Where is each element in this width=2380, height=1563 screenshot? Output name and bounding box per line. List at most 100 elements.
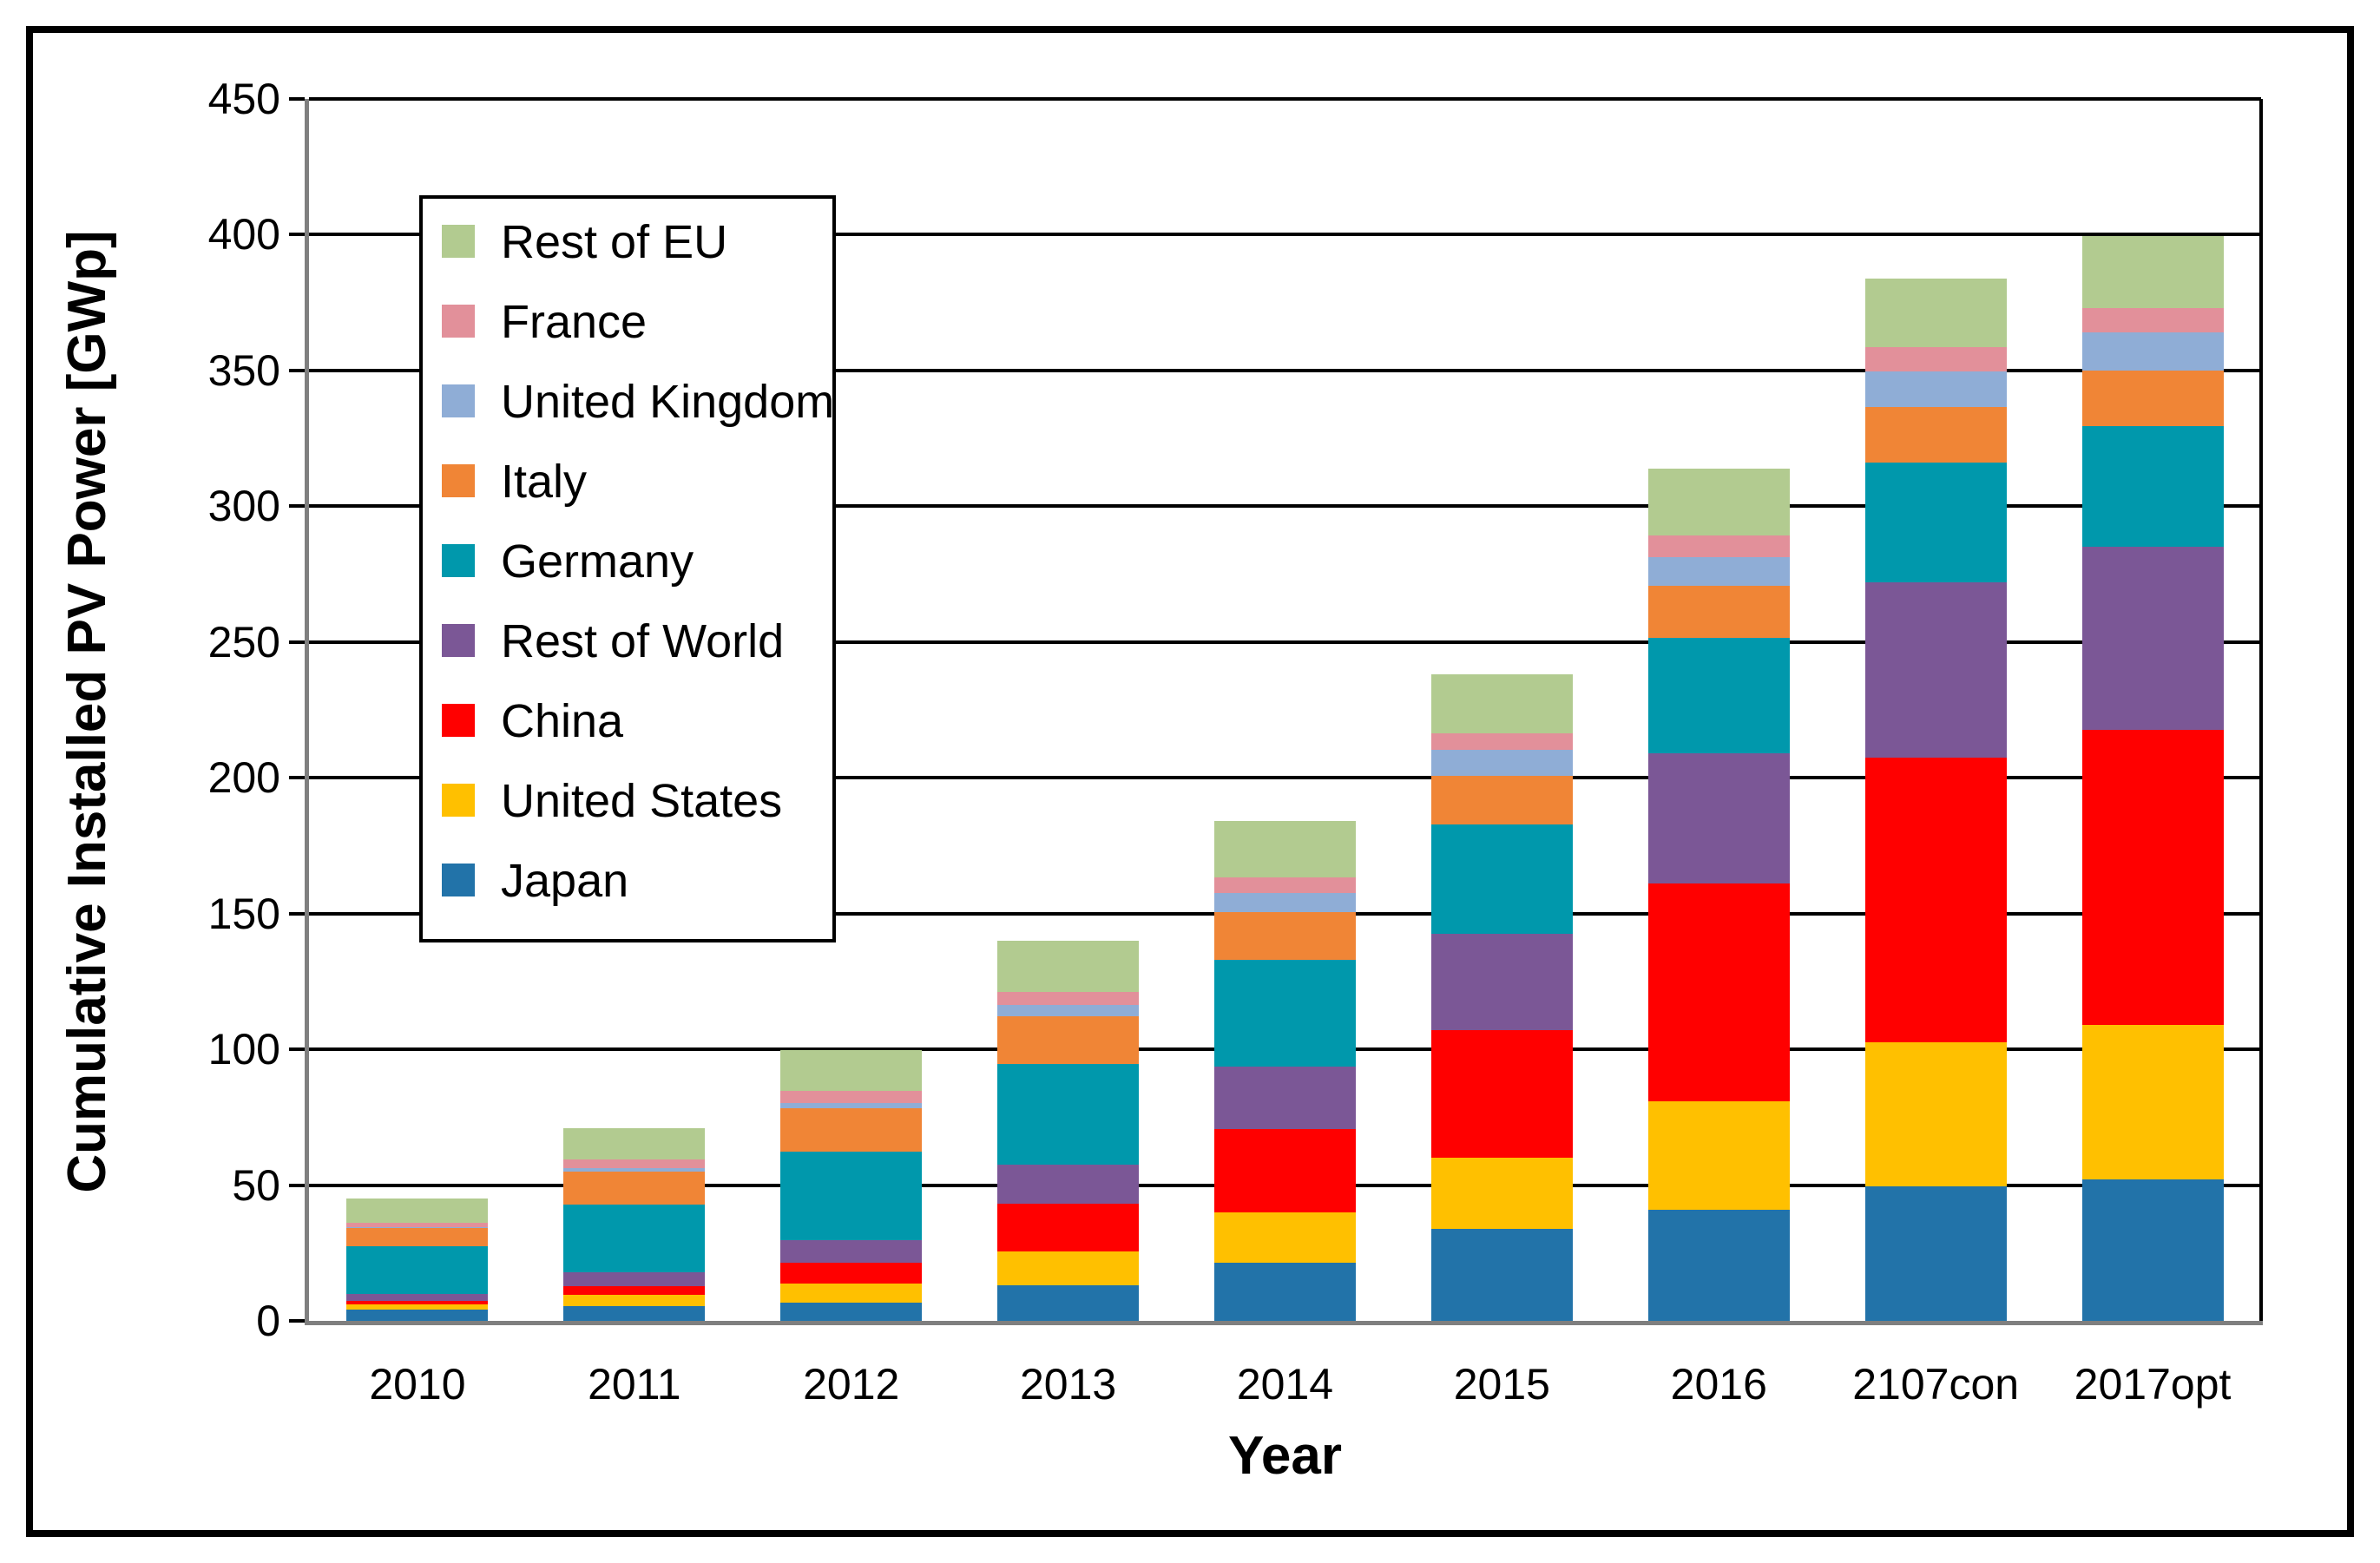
y-tick-label-150: 150: [207, 889, 280, 938]
bar-2010-segment-rest-of-eu: [346, 1199, 489, 1224]
bar-2017opt-segment-japan: [2081, 1179, 2224, 1321]
bar-2107con-segment-germany: [1864, 463, 2007, 582]
y-tick-label-300: 300: [207, 482, 280, 531]
bar-2017opt-segment-germany: [2081, 426, 2224, 548]
bar-2014-segment-japan: [1214, 1262, 1356, 1321]
legend-label-germany: Germany: [501, 535, 694, 588]
y-tick-50: [289, 1183, 305, 1187]
legend-box: Rest of EU France United Kingdom Italy Germa…: [419, 195, 836, 942]
bar-2010-segment-japan: [346, 1310, 489, 1321]
bar-2013-segment-united-states: [997, 1251, 1140, 1286]
bar-2015-segment-italy: [1430, 775, 1573, 825]
bar-2015-segment-united-states: [1430, 1158, 1573, 1229]
bar-2011-segment-rest-of-eu: [563, 1128, 706, 1159]
bar-2015-segment-rest-of-world: [1430, 934, 1573, 1031]
x-tick-label-2011: 2011: [588, 1360, 681, 1409]
bar-2010-segment-china: [346, 1300, 489, 1305]
legend-swatch-rest-of-world: [442, 624, 475, 657]
gridline-450: [309, 97, 2261, 101]
x-tick-label-2013: 2013: [1019, 1360, 1117, 1409]
y-tick-label-100: 100: [207, 1025, 280, 1074]
bar-2013-segment-china: [997, 1204, 1140, 1252]
bar-2012-segment-rest-of-world: [780, 1240, 923, 1264]
legend-label-united-kingdom: United Kingdom: [501, 376, 835, 428]
bar-2016-segment-rest-of-world: [1647, 753, 1790, 884]
bar-2017opt-segment-united-states: [2081, 1024, 2224, 1180]
gridline-350: [309, 368, 2261, 372]
bar-2012-segment-france: [780, 1090, 923, 1103]
bar-2015-segment-germany: [1430, 824, 1573, 935]
bar-2013-segment-germany: [997, 1064, 1140, 1165]
bar-2013-segment-rest-of-eu: [997, 941, 1140, 993]
legend-label-japan: Japan: [501, 855, 629, 907]
bar-2017opt-segment-france: [2081, 307, 2224, 333]
legend-item-italy: Italy: [423, 456, 832, 508]
bar-2107con-segment-china: [1864, 757, 2007, 1043]
legend-swatch-japan: [442, 864, 475, 896]
bar-2014-segment-china: [1214, 1129, 1356, 1212]
legend-label-rest-of-eu: Rest of EU: [501, 216, 728, 268]
bar-2015-segment-rest-of-eu: [1430, 674, 1573, 734]
bar-2015-segment-japan: [1430, 1228, 1573, 1321]
x-tick-label-2010: 2010: [369, 1360, 466, 1409]
bar-2012-segment-italy: [780, 1107, 923, 1152]
bar-2014-segment-rest-of-eu: [1214, 820, 1356, 877]
gridline-300: [309, 504, 2261, 509]
bar-2015-segment-china: [1430, 1030, 1573, 1159]
bar-2011-segment-japan: [563, 1305, 706, 1321]
x-tick-label-2107con: 2107con: [1852, 1360, 2020, 1409]
y-tick-300: [289, 504, 305, 509]
x-tick-label-2012: 2012: [803, 1360, 900, 1409]
bar-2013-segment-france: [997, 992, 1140, 1006]
y-tick-250: [289, 640, 305, 644]
bar-2014-segment-rest-of-world: [1214, 1067, 1356, 1130]
bar-2107con-segment-united-kingdom: [1864, 371, 2007, 408]
bar-2011-segment-united-kingdom: [563, 1168, 706, 1172]
gridline-200: [309, 776, 2261, 780]
bar-2107con-segment-rest-of-eu: [1864, 278, 2007, 348]
bar-2011-segment-germany: [563, 1204, 706, 1272]
legend-swatch-china: [442, 704, 475, 737]
bar-2015-segment-united-kingdom: [1430, 749, 1573, 776]
bar-2107con-segment-united-states: [1864, 1042, 2007, 1187]
bar-2012-segment-germany: [780, 1151, 923, 1241]
bar-2013-segment-rest-of-world: [997, 1164, 1140, 1205]
y-tick-label-350: 350: [207, 345, 280, 395]
bar-2014-segment-germany: [1214, 960, 1356, 1067]
bar-2014-segment-united-states: [1214, 1212, 1356, 1263]
legend-swatch-germany: [442, 544, 475, 577]
figure-border: [26, 26, 2354, 1537]
bar-2107con-segment-rest-of-world: [1864, 581, 2007, 758]
bar-2014-segment-italy: [1214, 911, 1356, 961]
bar-2017opt-segment-china: [2081, 730, 2224, 1025]
bar-2011-segment-italy: [563, 1172, 706, 1205]
legend-item-china: China: [423, 695, 832, 747]
y-tick-100: [289, 1047, 305, 1052]
legend-item-united-kingdom: United Kingdom: [423, 376, 835, 428]
bar-2011-segment-rest-of-world: [563, 1271, 706, 1286]
y-tick-label-450: 450: [207, 75, 280, 123]
x-tick-label-2017opt: 2017opt: [2074, 1360, 2232, 1409]
bar-2012-segment-rest-of-eu: [780, 1049, 923, 1091]
bar-2011-segment-united-states: [563, 1295, 706, 1306]
legend-item-japan: Japan: [423, 855, 832, 907]
bar-2010-segment-germany: [346, 1245, 489, 1294]
legend-item-united-states: United States: [423, 775, 832, 827]
x-axis-line: [305, 1321, 2263, 1325]
bar-2012-segment-japan: [780, 1303, 923, 1321]
bar-2016-segment-italy: [1647, 585, 1790, 639]
legend-swatch-italy: [442, 464, 475, 497]
bar-2010-segment-france: [346, 1223, 489, 1227]
legend-label-united-states: United States: [501, 775, 783, 827]
bar-2016-segment-china: [1647, 883, 1790, 1101]
y-tick-450: [289, 97, 305, 101]
y-tick-label-0: 0: [256, 1297, 280, 1345]
legend-label-italy: Italy: [501, 456, 588, 508]
bar-2011-segment-china: [563, 1285, 706, 1296]
bar-2015-segment-france: [1430, 733, 1573, 750]
bar-2012-segment-united-kingdom: [780, 1102, 923, 1108]
x-tick-label-2014: 2014: [1236, 1360, 1334, 1409]
bar-2013-segment-united-kingdom: [997, 1005, 1140, 1017]
